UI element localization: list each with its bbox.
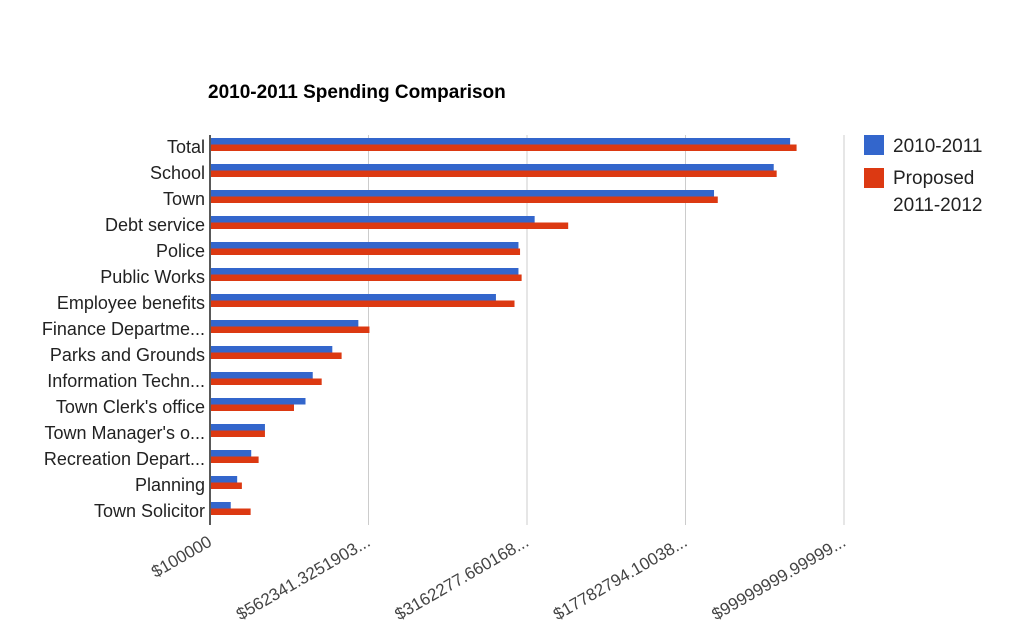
legend-swatch-2010-2011 — [864, 135, 884, 155]
x-tick-labels: $100000 $562341.3251903... $3162277.660168… — [148, 532, 849, 624]
category-label: Town Solicitor — [94, 501, 205, 521]
bar-2010-2011 — [211, 138, 791, 145]
bar-proposed-2011-2012 — [211, 482, 242, 489]
category-label: Debt service — [105, 215, 205, 235]
bar-proposed-2011-2012 — [211, 378, 322, 385]
category-label: Recreation Depart... — [44, 449, 205, 469]
x-tick-label: $562341.3251903... — [233, 532, 373, 624]
bar-2010-2011 — [211, 242, 519, 249]
bar-2010-2011 — [211, 476, 238, 483]
category-label: Town Clerk's office — [56, 397, 205, 417]
category-label: School — [150, 163, 205, 183]
bar-proposed-2011-2012 — [211, 222, 569, 229]
chart-title: 2010-2011 Spending Comparison — [208, 82, 506, 103]
legend: 2010-2011 Proposed 2011-2012 — [864, 135, 982, 216]
legend-label-2010-2011: 2010-2011 — [893, 136, 982, 157]
bar-2010-2011 — [211, 216, 535, 223]
bar-proposed-2011-2012 — [211, 274, 522, 281]
bar-proposed-2011-2012 — [211, 404, 294, 411]
legend-label-proposed-line2: 2011-2012 — [893, 195, 982, 216]
category-label: Employee benefits — [57, 293, 205, 313]
category-labels: Total School Town Debt service Police Public … — [42, 137, 205, 521]
x-tick-label: $17782794.10038... — [550, 532, 690, 624]
x-tick-label: $100000 — [148, 532, 215, 582]
bars — [211, 138, 797, 515]
bar-proposed-2011-2012 — [211, 196, 718, 203]
bar-proposed-2011-2012 — [211, 300, 515, 307]
bar-2010-2011 — [211, 346, 333, 353]
category-label: Town — [163, 189, 205, 209]
legend-swatch-proposed — [864, 168, 884, 188]
bar-2010-2011 — [211, 450, 252, 457]
bar-proposed-2011-2012 — [211, 170, 777, 177]
category-label: Parks and Grounds — [50, 345, 205, 365]
bar-proposed-2011-2012 — [211, 430, 265, 437]
category-label: Finance Departme... — [42, 319, 205, 339]
bar-2010-2011 — [211, 190, 715, 197]
bar-2010-2011 — [211, 268, 519, 275]
bar-2010-2011 — [211, 502, 231, 509]
legend-label-proposed-line1: Proposed — [893, 168, 974, 189]
bar-2010-2011 — [211, 424, 265, 431]
bar-2010-2011 — [211, 294, 496, 301]
category-label: Police — [156, 241, 205, 261]
category-label: Town Manager's o... — [44, 423, 205, 443]
category-label: Information Techn... — [47, 371, 205, 391]
bar-proposed-2011-2012 — [211, 248, 521, 255]
x-tick-label: $3162277.660168... — [392, 532, 532, 624]
bar-proposed-2011-2012 — [211, 456, 259, 463]
bar-proposed-2011-2012 — [211, 326, 370, 333]
bar-2010-2011 — [211, 372, 313, 379]
bar-proposed-2011-2012 — [211, 508, 251, 515]
category-label: Total — [167, 137, 205, 157]
bar-2010-2011 — [211, 398, 306, 405]
bar-proposed-2011-2012 — [211, 352, 342, 359]
x-tick-label: $99999999.99999... — [709, 532, 849, 624]
bar-2010-2011 — [211, 320, 359, 327]
bar-2010-2011 — [211, 164, 774, 171]
bar-proposed-2011-2012 — [211, 144, 797, 151]
category-label: Public Works — [100, 267, 205, 287]
category-label: Planning — [135, 475, 205, 495]
